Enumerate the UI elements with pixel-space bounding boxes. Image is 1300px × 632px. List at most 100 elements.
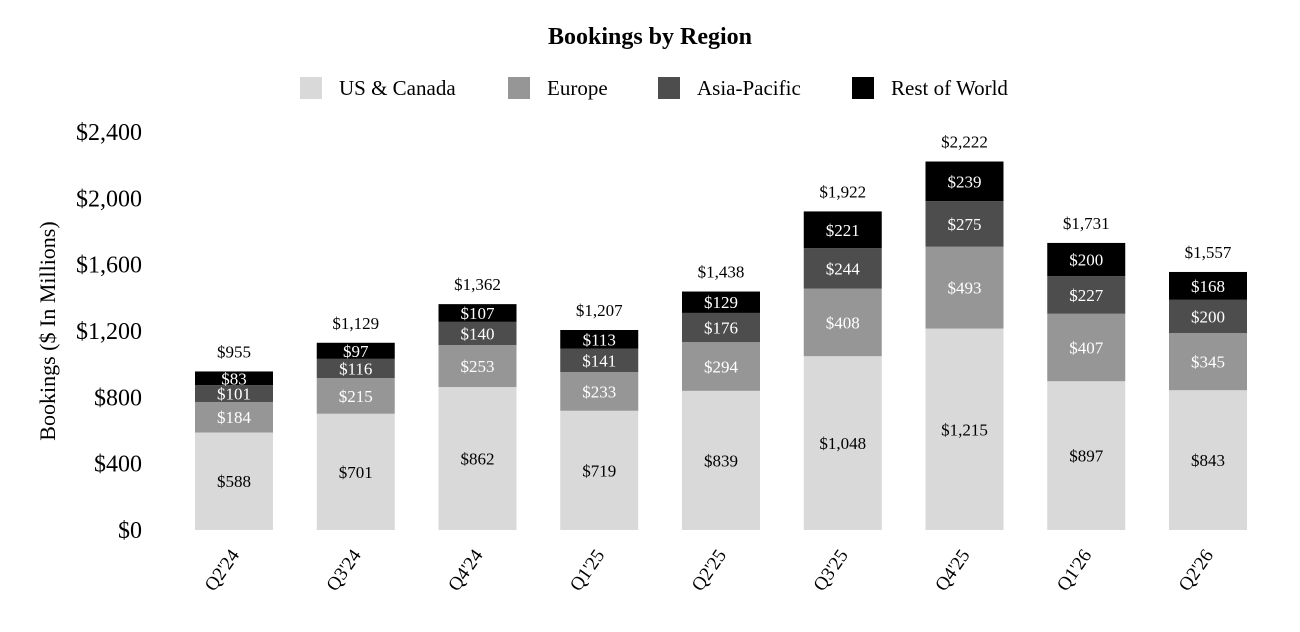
total-label: $1,731: [1063, 214, 1110, 233]
legend-swatch-us-canada: [300, 77, 322, 99]
y-axis: $0 $400 $800 $1,200 $1,600 $2,000 $2,400: [76, 120, 142, 544]
bar-segment: [682, 390, 760, 530]
data-label: $407: [1069, 339, 1104, 358]
data-label: $97: [343, 342, 369, 361]
bar-segment: [1169, 390, 1247, 530]
bar-segment: [560, 410, 639, 530]
data-label: $101: [217, 385, 251, 404]
total-label: $1,129: [332, 314, 379, 333]
legend-label-europe: Europe: [547, 75, 608, 100]
y-tick-label: $400: [94, 452, 142, 478]
data-label: $897: [1069, 447, 1104, 466]
data-label: $200: [1069, 251, 1103, 270]
chart-title: Bookings by Region: [547, 24, 753, 50]
data-label: $253: [461, 357, 495, 376]
bar-segment: [803, 248, 882, 289]
bar-segment: [1169, 271, 1247, 300]
data-label: $233: [582, 382, 616, 401]
legend-swatch-europe: [508, 77, 530, 99]
x-tick-label: Q2'26: [1175, 546, 1218, 595]
data-label: $140: [461, 324, 495, 343]
total-label: $1,207: [576, 301, 623, 320]
bar-segment: [1169, 332, 1247, 391]
y-tick-label: $2,000: [76, 186, 142, 212]
x-tick-label: Q4'25: [931, 546, 974, 595]
legend-swatch-asia-pacific: [658, 77, 680, 99]
data-label: $129: [704, 293, 738, 312]
bar-segment: [925, 328, 1004, 530]
x-tick-label: Q1'25: [566, 546, 609, 595]
legend-label-us-canada: US & Canada: [339, 75, 456, 100]
total-label: $1,557: [1185, 243, 1232, 262]
y-axis-label: Bookings ($ In Millions): [35, 221, 60, 440]
x-tick-label: Q4'24: [444, 545, 488, 595]
bar-segment: [1047, 242, 1126, 277]
data-label: $107: [461, 304, 496, 323]
data-label: $1,048: [819, 434, 866, 453]
bar-segment: [195, 385, 273, 402]
data-label: $113: [583, 330, 616, 349]
bar-segment: [438, 345, 517, 388]
bar-segment: [1047, 276, 1126, 314]
total-label: $1,438: [698, 263, 745, 282]
legend-label-rest-of-world: Rest of World: [891, 75, 1008, 100]
bar-segment: [682, 291, 760, 313]
data-label: $408: [826, 313, 860, 332]
total-label: $1,922: [819, 182, 866, 201]
bar-segment: [803, 211, 882, 249]
y-tick-label: $1,200: [76, 319, 142, 345]
data-label: $275: [948, 215, 982, 234]
total-label: $1,362: [454, 275, 501, 294]
data-label: $184: [217, 408, 252, 427]
data-label: $83: [221, 369, 247, 388]
bar-segment: [195, 401, 273, 433]
y-tick-label: $2,400: [76, 120, 142, 146]
data-label: $843: [1191, 451, 1225, 470]
legend-label-asia-pacific: Asia-Pacific: [697, 75, 801, 100]
data-label: $244: [826, 259, 861, 278]
bar-segment: [925, 161, 1004, 202]
data-label: $227: [1069, 286, 1104, 305]
legend-item-rest-of-world: Rest of World: [852, 74, 1008, 102]
bar-segment: [560, 372, 639, 411]
legend-item-us-canada: US & Canada: [300, 74, 456, 102]
bar-segment: [1169, 299, 1247, 333]
bar-segment: [438, 321, 517, 346]
data-label: $176: [704, 319, 738, 338]
data-label: $588: [217, 472, 251, 491]
bar-segment: [438, 304, 517, 322]
data-label: $239: [948, 172, 982, 191]
x-tick-label: Q2'25: [688, 546, 731, 595]
data-label: $862: [461, 450, 495, 469]
data-label: $168: [1191, 277, 1225, 296]
bar-segment: [438, 387, 517, 530]
y-tick-label: $800: [94, 385, 142, 411]
x-tick-label: Q2'24: [201, 545, 245, 595]
bar-segment: [316, 358, 395, 379]
bar-segment: [316, 342, 395, 359]
data-label: $345: [1191, 353, 1225, 372]
bars: $588 $184 $101$83 $955 $701 $215 $116$97 $1,129…: [195, 133, 1247, 530]
data-label: $1,215: [941, 420, 988, 439]
bar-segment: [1047, 381, 1126, 530]
data-label: $141: [582, 351, 616, 370]
data-label: $116: [339, 359, 372, 378]
total-label: $2,222: [941, 133, 988, 152]
legend-swatch-rest-of-world: [852, 77, 874, 99]
bar-segment: [560, 348, 639, 373]
legend-item-asia-pacific: Asia-Pacific: [658, 74, 801, 102]
bar-segment: [682, 342, 760, 391]
bar-segment: [925, 246, 1004, 329]
bar-segment: [803, 288, 882, 357]
x-tick-label: Q1'26: [1053, 546, 1096, 595]
data-label: $701: [339, 463, 373, 482]
x-axis: Q2'24 Q3'24 Q4'24 Q1'25 Q2'25 Q3'25 Q4'25 Q1'26…: [201, 545, 1218, 595]
legend-item-europe: Europe: [508, 74, 608, 102]
data-label: $221: [826, 221, 860, 240]
bar-segment: [316, 413, 395, 530]
x-tick-label: Q3'24: [322, 545, 366, 595]
data-label: $719: [582, 461, 616, 480]
total-label: $955: [217, 342, 251, 361]
